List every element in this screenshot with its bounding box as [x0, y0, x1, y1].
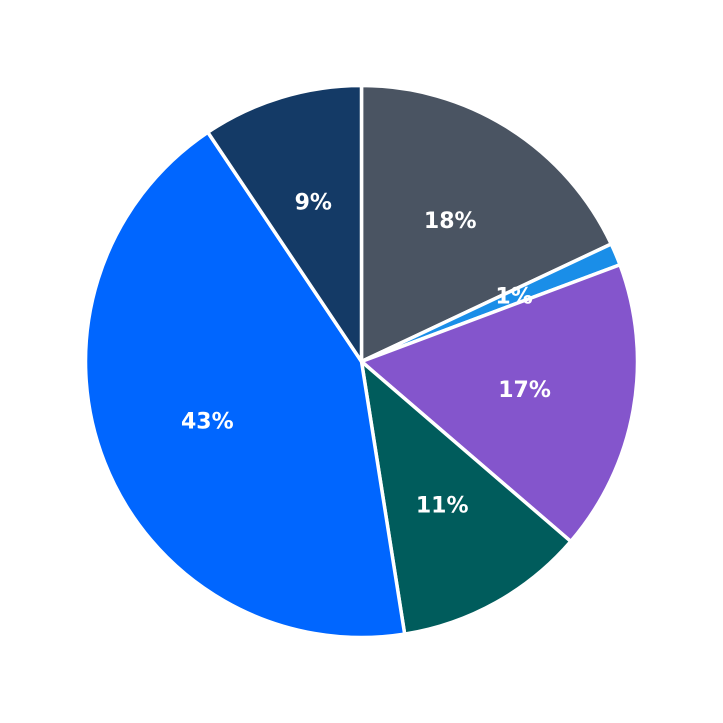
pie-slice-0 [359, 83, 613, 364]
pie-slice-label-0: 18% [424, 209, 477, 234]
pie-slice-label-5: 9% [295, 191, 332, 216]
pie-slice-2 [359, 263, 640, 544]
pie-labels: 18% 1% 17% 11% 43% 9% [181, 191, 551, 519]
pie-slices [83, 83, 640, 640]
pie-slice-label-4: 43% [181, 409, 234, 434]
pie-slice-label-2: 17% [498, 378, 551, 403]
pie-slice-4 [83, 130, 407, 640]
pie-slice-label-1: 1% [495, 285, 532, 310]
pie-slice-5 [206, 83, 364, 364]
pie-slice-label-3: 11% [416, 494, 469, 519]
pie-slice-3 [359, 359, 573, 636]
